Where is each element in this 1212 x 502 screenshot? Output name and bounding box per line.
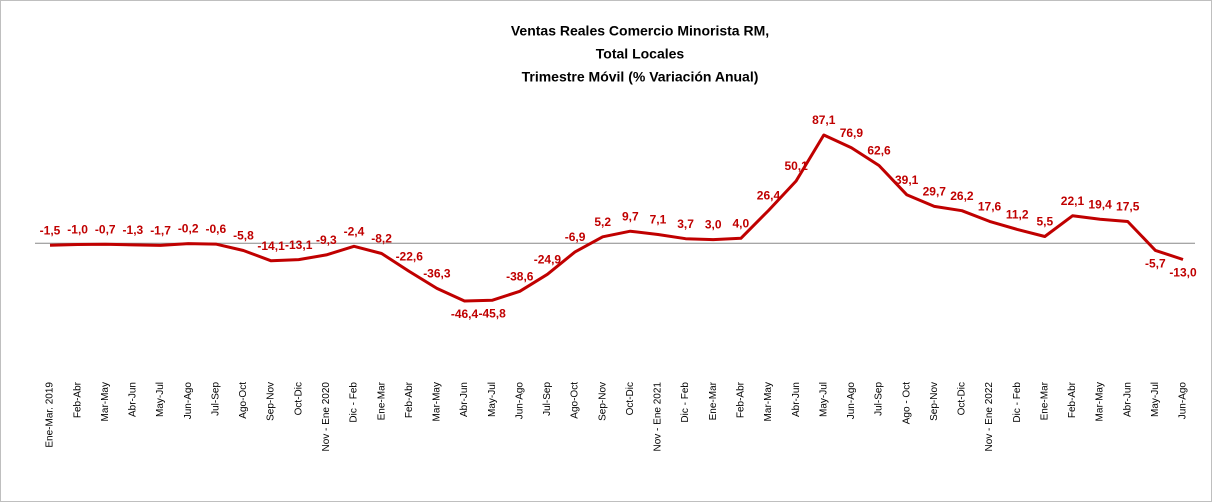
x-tick-label: Oct-Dic	[625, 382, 636, 415]
x-tick-label: Abr-Jun	[128, 382, 139, 417]
x-tick-label: Jul-Sep	[874, 382, 885, 416]
data-label: -1,5	[40, 223, 61, 237]
x-tick-label: Ago-Oct	[570, 382, 581, 419]
x-tick-label: Sep-Nov	[597, 382, 608, 421]
data-label: -13,1	[285, 238, 313, 252]
data-label: -5,8	[233, 229, 254, 243]
data-label: -13,0	[1169, 266, 1197, 280]
data-label: 62,6	[867, 144, 891, 158]
x-tick-label: Ene-Mar	[708, 381, 719, 420]
x-tick-label: Mar-May	[100, 382, 111, 421]
data-label: 3,7	[677, 217, 694, 231]
data-label: 11,2	[1006, 208, 1029, 222]
x-tick-label: Abr-Jun	[459, 382, 470, 417]
data-label: -14,1	[257, 239, 285, 253]
x-tick-label: Dic - Feb	[349, 382, 360, 423]
data-label: 76,9	[840, 126, 864, 140]
data-label: 5,5	[1036, 215, 1053, 229]
x-tick-label: Nov - Ene 2021	[653, 382, 664, 452]
x-tick-label: Dic - Feb	[1012, 382, 1023, 423]
x-tick-label: Oct-Dic	[293, 382, 304, 415]
data-label: 9,7	[622, 209, 639, 223]
data-label: 39,1	[895, 173, 919, 187]
data-label: 5,2	[594, 215, 611, 229]
x-tick-label: Dic - Feb	[680, 382, 691, 423]
data-label: -22,6	[396, 250, 424, 264]
data-label: -46,4	[451, 307, 479, 321]
x-tick-label: Oct-Dic	[957, 382, 968, 415]
x-tick-label: Sep-Nov	[266, 382, 277, 421]
x-tick-label: Sep-Nov	[929, 382, 940, 421]
x-tick-label: Feb-Abr	[404, 381, 415, 418]
x-tick-label: Nov - Ene 2022	[984, 382, 995, 452]
x-tick-label: Abr-Jun	[791, 382, 802, 417]
x-tick-label: Mar-May	[763, 382, 774, 421]
x-tick-label: May-Jul	[487, 382, 498, 417]
x-tick-label: Ago-Oct	[238, 382, 249, 419]
x-tick-label: Abr-Jun	[1122, 382, 1133, 417]
x-tick-label: Ago - Oct	[901, 382, 912, 424]
data-label: -1,0	[67, 223, 88, 237]
x-tick-label: Jun-Ago	[846, 382, 857, 420]
data-label: -2,4	[344, 224, 365, 238]
x-tick-label: Ene-Mar	[376, 381, 387, 420]
data-label: -5,7	[1145, 257, 1166, 271]
x-tick-label: Ene-Mar	[1039, 381, 1050, 420]
x-tick-label: Jun-Ago	[183, 382, 194, 420]
x-tick-label: Jun-Ago	[1178, 382, 1189, 420]
data-label: -24,9	[534, 252, 562, 266]
data-label: -9,3	[316, 233, 337, 247]
x-tick-label: Feb-Abr	[1067, 381, 1078, 418]
data-label: -0,2	[178, 222, 199, 236]
data-label: 87,1	[812, 113, 836, 127]
data-label: 22,1	[1061, 194, 1085, 208]
x-tick-label: Feb-Abr	[735, 381, 746, 418]
x-tick-label: Jul-Sep	[542, 382, 553, 416]
x-tick-label: Jul-Sep	[210, 382, 221, 416]
x-tick-label: Ene-Mar. 2019	[45, 382, 56, 448]
data-label: 17,6	[978, 200, 1002, 214]
data-label: -1,7	[150, 224, 171, 238]
data-label: -45,8	[478, 306, 506, 320]
x-tick-label: May-Jul	[818, 382, 829, 417]
x-tick-label: May-Jul	[155, 382, 166, 417]
data-label: 26,4	[757, 189, 781, 203]
data-label: -8,2	[371, 232, 392, 246]
data-label: 19,4	[1088, 197, 1112, 211]
x-tick-label: Jun-Ago	[514, 382, 525, 420]
data-label: 3,0	[705, 218, 722, 232]
chart-title: Ventas Reales Comercio Minorista RM,	[511, 23, 769, 39]
data-label: 50,1	[784, 159, 808, 173]
x-tick-label: May-Jul	[1150, 382, 1161, 417]
data-label: -36,3	[423, 267, 451, 281]
data-label: 4,0	[733, 217, 750, 231]
chart-title: Trimestre Móvil (% Variación Anual)	[522, 69, 759, 85]
data-label: 17,5	[1116, 200, 1140, 214]
x-tick-label: Mar-May	[432, 382, 443, 421]
data-line	[49, 133, 1184, 303]
chart-title: Total Locales	[596, 46, 685, 62]
data-label: 29,7	[923, 185, 947, 199]
data-label: -1,3	[123, 223, 144, 237]
x-tick-label: Feb-Abr	[72, 381, 83, 418]
data-label: -38,6	[506, 269, 534, 283]
x-tick-label: Nov - Ene 2020	[321, 382, 332, 452]
data-label: -0,7	[95, 222, 116, 236]
data-label: -6,9	[565, 230, 586, 244]
x-tick-label: Mar-May	[1095, 382, 1106, 421]
data-label: -0,6	[205, 222, 226, 236]
data-label: 7,1	[650, 213, 667, 227]
data-label: 26,2	[950, 189, 974, 203]
